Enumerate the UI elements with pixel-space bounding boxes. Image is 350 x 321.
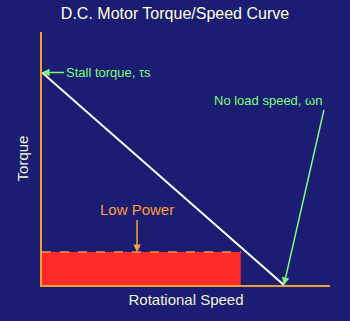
- svg-text:Stall torque, τs: Stall torque, τs: [66, 65, 151, 80]
- svg-text:Low Power: Low Power: [100, 201, 174, 218]
- svg-text:No load speed, ωn: No load speed, ωn: [214, 93, 322, 108]
- svg-text:Rotational Speed: Rotational Speed: [128, 291, 243, 308]
- svg-text:Torque: Torque: [14, 136, 31, 182]
- svg-text:D.C. Motor Torque/Speed Curve: D.C. Motor Torque/Speed Curve: [61, 5, 289, 22]
